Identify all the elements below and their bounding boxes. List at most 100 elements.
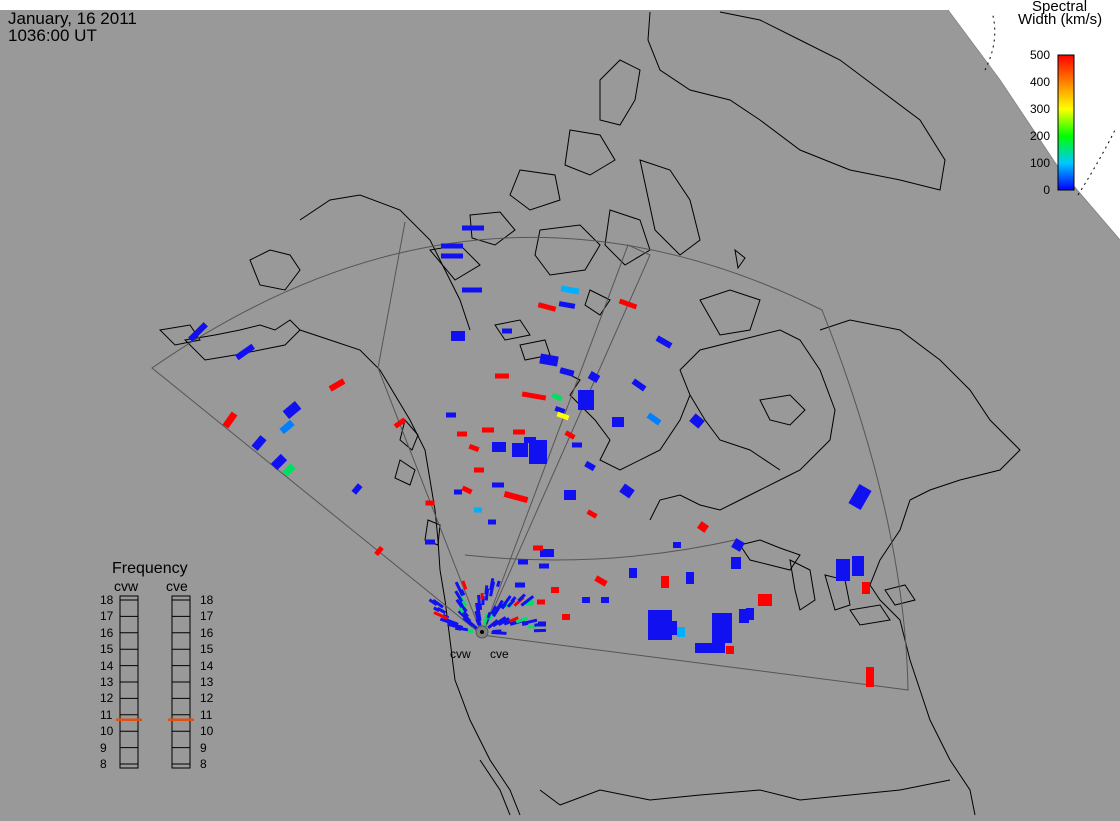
near-range-echo-37: [447, 622, 457, 628]
echo-cell-66: [862, 582, 870, 594]
echo-cell-42: [529, 440, 547, 464]
echo-cell-38: [482, 427, 494, 433]
echo-cell-4: [188, 322, 208, 342]
fov-cvw-boundary: [377, 221, 483, 636]
echo-cell-19: [558, 301, 576, 309]
near-range-echo-52: [480, 592, 484, 600]
frequency-scale-cvw-12: 12: [100, 691, 114, 706]
echo-cell-53: [474, 467, 484, 473]
echo-cell-47: [619, 483, 635, 499]
colorbar-tick-200: 200: [1029, 129, 1050, 143]
near-range-echo-64: [503, 617, 510, 623]
echo-cell-26: [521, 391, 547, 401]
echo-cell-58: [425, 500, 435, 506]
echo-cell-55: [454, 489, 462, 495]
frequency-scale-cvw-15: 15: [100, 642, 114, 657]
echo-cell-9: [282, 401, 302, 419]
echo-cell-64: [836, 559, 850, 581]
colorbar-title-line2: Width (km/s): [1018, 11, 1103, 28]
echo-cell-93: [537, 599, 545, 605]
frequency-title: Frequency: [112, 560, 188, 577]
frequency-scale-cve-10: 10: [200, 724, 214, 739]
echo-cell-32: [631, 378, 647, 392]
frequency-scale-cvw-14: 14: [100, 658, 114, 673]
near-range-echo-38: [439, 617, 453, 625]
near-range-echo-54: [489, 578, 495, 591]
near-range-echo-5: [436, 606, 447, 615]
near-range-echo-48: [475, 618, 481, 626]
frequency-scale-cvw-9: 9: [100, 740, 107, 755]
near-range-echo-60: [510, 596, 517, 603]
colorbar-gradient: [1057, 54, 1075, 191]
echo-cell-54: [468, 443, 480, 453]
echo-cell-5: [235, 343, 255, 361]
echo-cell-63: [731, 557, 741, 569]
echo-cell-69: [594, 575, 608, 587]
echo-cell-14: [374, 545, 384, 557]
echo-cell-3: [462, 287, 482, 293]
frequency-label-cve: cve: [166, 578, 188, 594]
near-range-echo-63: [492, 616, 507, 627]
near-range-echo-59: [500, 595, 512, 610]
frequency-scale-cve-9: 9: [200, 740, 207, 755]
near-range-echo-49: [474, 610, 480, 621]
frequency-scale-cvw-13: 13: [100, 675, 114, 689]
echo-cell-83: [726, 646, 734, 654]
frequency-scale-cvw-8: 8: [100, 757, 107, 771]
echo-cell-76: [667, 621, 677, 635]
echo-cell-62: [731, 538, 745, 552]
echo-cell-89: [518, 559, 528, 565]
echo-cell-68: [540, 549, 554, 557]
plot-date: January, 16 2011: [8, 9, 137, 28]
near-range-echo-43: [457, 609, 471, 623]
echo-cell-44: [564, 430, 576, 440]
echo-cell-79: [739, 609, 749, 623]
echo-cell-87: [533, 545, 543, 551]
frequency-scale-cvw-17: 17: [100, 609, 114, 624]
echo-cell-52: [461, 485, 473, 495]
echo-cell-56: [474, 507, 482, 513]
near-range-echo-0: [466, 629, 474, 633]
radar-fov: [151, 221, 909, 691]
echo-cell-1: [441, 243, 463, 249]
echo-cell-70: [582, 597, 590, 603]
frequency-scale-cvw-10: 10: [100, 724, 114, 739]
echo-cell-16: [451, 331, 465, 341]
echo-cell-37: [457, 431, 467, 437]
echo-cell-91: [524, 600, 534, 606]
near-range-echo-27: [520, 595, 535, 607]
near-range-echo-65: [509, 616, 519, 623]
echo-cell-6: [328, 378, 346, 392]
near-range-echo-58: [495, 599, 504, 612]
coastlines: [158, 11, 1021, 816]
echo-cell-22: [655, 335, 673, 349]
echo-cell-40: [513, 429, 525, 435]
echo-cell-13: [351, 483, 363, 495]
echo-cell-11: [270, 453, 288, 471]
echo-cell-88: [539, 563, 549, 569]
echo-cell-10: [279, 419, 295, 435]
frequency-scale-cve-11: 11: [200, 707, 213, 722]
echo-cell-20: [560, 285, 580, 295]
near-range-echo-36: [455, 626, 462, 631]
echo-cell-49: [586, 509, 598, 519]
colorbar-tick-100: 100: [1029, 156, 1050, 170]
frequency-label-cvw: cvw: [114, 578, 139, 594]
echo-cell-30: [578, 390, 594, 410]
latitude-dotted-line-2: [1077, 129, 1116, 196]
colorbar-tick-400: 400: [1029, 75, 1050, 89]
latitude-dotted-line: [984, 11, 996, 71]
near-range-echo-66: [515, 616, 529, 624]
echo-cell-12: [282, 463, 296, 477]
near-range-echo-34: [533, 628, 547, 633]
frequency-scale-cvw-18: 18: [100, 593, 114, 607]
echo-cell-50: [503, 490, 529, 504]
echo-cell-73: [661, 576, 669, 588]
echo-cell-82: [695, 643, 725, 653]
site-label-cve: cve: [490, 647, 509, 661]
echo-cell-67: [848, 483, 872, 511]
near-range-echo-40: [433, 606, 440, 613]
near-range-echo-44: [458, 606, 465, 614]
